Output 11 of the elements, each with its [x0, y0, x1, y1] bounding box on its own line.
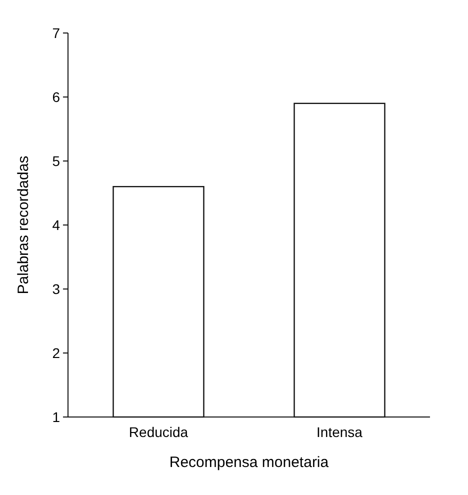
- y-axis-title: Palabras recordadas: [15, 156, 32, 294]
- y-tick-label: 6: [52, 88, 60, 105]
- x-tick-label: Intensa: [316, 424, 363, 440]
- x-tick-label: Reducida: [128, 424, 188, 440]
- y-tick-label: 2: [52, 344, 60, 361]
- y-tick-label: 5: [52, 152, 60, 169]
- x-axis-title: Recompensa monetaria: [169, 454, 330, 471]
- y-tick-label: 3: [52, 280, 60, 297]
- y-tick-label: 4: [52, 216, 60, 233]
- y-tick-label: 1: [52, 408, 60, 425]
- y-tick-label: 7: [52, 24, 60, 41]
